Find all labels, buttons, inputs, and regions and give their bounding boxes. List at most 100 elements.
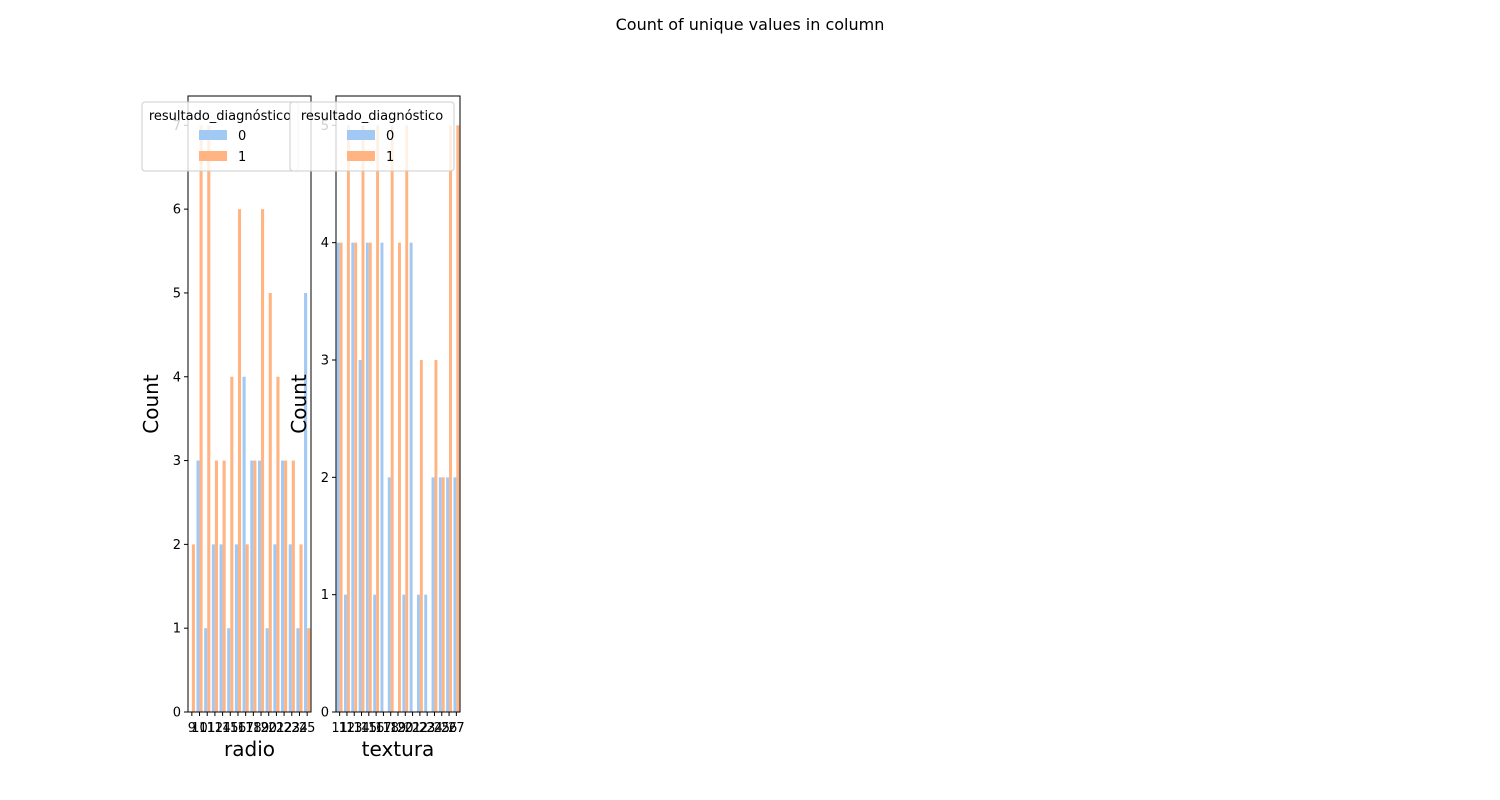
bar-textura-13-class-1 (354, 242, 358, 713)
bar-radio-10-class-0 (196, 460, 200, 712)
bar-radio-23-class-1 (291, 460, 295, 712)
bar-radio-17-class-0 (242, 376, 246, 712)
bar-textura-22-class-1 (419, 360, 423, 712)
bar-radio-24-class-0 (296, 628, 300, 712)
bar-textura-13-class-0 (351, 242, 355, 713)
x-tick-label: 23 (419, 721, 436, 736)
y-tick-label: 5 (173, 286, 181, 301)
x-tick-label: 26 (441, 721, 458, 736)
legend-title: resultado_diagnóstico (149, 109, 291, 124)
bar-textura-15-class-1 (368, 242, 372, 713)
x-tick-label: 16 (368, 721, 385, 736)
bar-radio-12-class-0 (211, 544, 215, 712)
y-tick-label: 1 (173, 622, 181, 637)
bar-textura-24-class-0 (431, 477, 435, 712)
bar-radio-19-class-1 (261, 209, 265, 712)
x-tick-label: 17 (237, 721, 254, 736)
y-tick-label: 2 (321, 471, 329, 486)
legend-label-1: 1 (238, 150, 246, 165)
subplot-radio: 012345679101112141516171819202122232425r… (139, 95, 315, 761)
bar-radio-17-class-1 (245, 544, 249, 712)
bar-radio-18-class-1 (253, 460, 257, 712)
bar-radio-15-class-0 (227, 628, 231, 712)
x-axis-label: textura (362, 737, 435, 761)
bar-textura-23-class-0 (424, 594, 428, 712)
x-tick-label: 10 (191, 721, 208, 736)
x-tick-label: 13 (346, 721, 363, 736)
x-tick-label: 14 (353, 721, 370, 736)
axes-frame (187, 95, 312, 713)
bar-radio-16-class-1 (237, 209, 242, 712)
subplot-textura: 0123451112131415161718192021222324252627… (287, 95, 465, 761)
y-tick-label: 2 (173, 538, 181, 553)
x-tick-label: 24 (426, 721, 443, 736)
bar-textura-20-class-1 (405, 125, 409, 712)
bar-textura-26-class-0 (446, 477, 450, 712)
x-tick-label: 16 (230, 721, 247, 736)
y-tick-label: 4 (173, 370, 181, 385)
bar-textura-14-class-0 (358, 360, 362, 712)
bar-textura-16-class-1 (376, 125, 380, 712)
bar-radio-25-class-0 (304, 292, 308, 712)
x-tick-label: 22 (412, 721, 429, 736)
x-tick-label: 17 (375, 721, 392, 736)
y-tick-label: 4 (321, 236, 329, 251)
legend-swatch-1 (347, 151, 375, 161)
y-tick-label: 6 (173, 203, 181, 218)
bar-radio-15-class-1 (230, 376, 234, 712)
bar-radio-14-class-0 (219, 544, 223, 712)
bar-textura-18-class-0 (387, 477, 391, 712)
bar-radio-10-class-1 (199, 125, 203, 712)
x-tick-label: 11 (331, 721, 348, 736)
x-tick-label: 21 (268, 721, 285, 736)
legend-swatch-0 (347, 130, 375, 140)
bar-textura-20-class-0 (402, 594, 406, 712)
bar-radio-18-class-0 (250, 460, 254, 712)
bar-radio-24-class-1 (299, 544, 303, 712)
bar-textura-16-class-0 (373, 594, 377, 712)
bar-textura-26-class-1 (449, 125, 452, 712)
x-tick-label: 25 (433, 721, 450, 736)
bar-textura-25-class-1 (441, 477, 445, 712)
x-tick-label: 12 (339, 721, 356, 736)
y-tick-label: 1 (321, 588, 329, 603)
bar-radio-22-class-1 (284, 460, 288, 712)
x-tick-label: 15 (222, 721, 239, 736)
bar-textura-27-class-0 (453, 477, 457, 712)
bar-radio-20-class-1 (268, 292, 272, 712)
legend-title: resultado_diagnóstico (301, 109, 443, 124)
bar-textura-22-class-0 (416, 594, 420, 712)
y-axis-label: Count (139, 374, 163, 434)
legend-label-1: 1 (386, 150, 394, 165)
y-tick-label: 3 (173, 454, 181, 469)
bar-radio-12-class-1 (214, 460, 218, 712)
x-tick-label: 20 (397, 721, 414, 736)
bar-textura-14-class-1 (361, 125, 365, 712)
bar-radio-25-class-1 (307, 628, 311, 712)
bar-textura-11-class-1 (339, 242, 343, 713)
bar-textura-21-class-0 (409, 242, 413, 713)
y-axis-label: Count (287, 374, 311, 434)
x-tick-label: 15 (361, 721, 378, 736)
x-tick-label: 19 (390, 721, 407, 736)
legend-swatch-0 (199, 130, 227, 140)
bar-radio-9-class-1 (191, 544, 195, 712)
legend-swatch-1 (199, 151, 227, 161)
x-tick-label: 18 (382, 721, 399, 736)
bar-textura-18-class-1 (390, 125, 394, 712)
bar-radio-21-class-1 (276, 376, 280, 712)
bar-radio-16-class-0 (234, 544, 238, 712)
bar-textura-27-class-1 (456, 125, 460, 712)
bar-textura-19-class-1 (398, 242, 401, 713)
bar-textura-17-class-0 (380, 242, 384, 713)
legend: resultado_diagnóstico 0 1 (141, 101, 299, 172)
x-tick-label: 23 (284, 721, 301, 736)
y-tick-label: 0 (321, 706, 329, 721)
bar-radio-11-class-1 (207, 125, 211, 712)
x-tick-label: 20 (260, 721, 277, 736)
x-tick-label: 11 (199, 721, 216, 736)
x-tick-label: 9 (188, 721, 196, 736)
x-tick-label: 18 (245, 721, 262, 736)
bar-radio-21-class-0 (273, 544, 277, 712)
